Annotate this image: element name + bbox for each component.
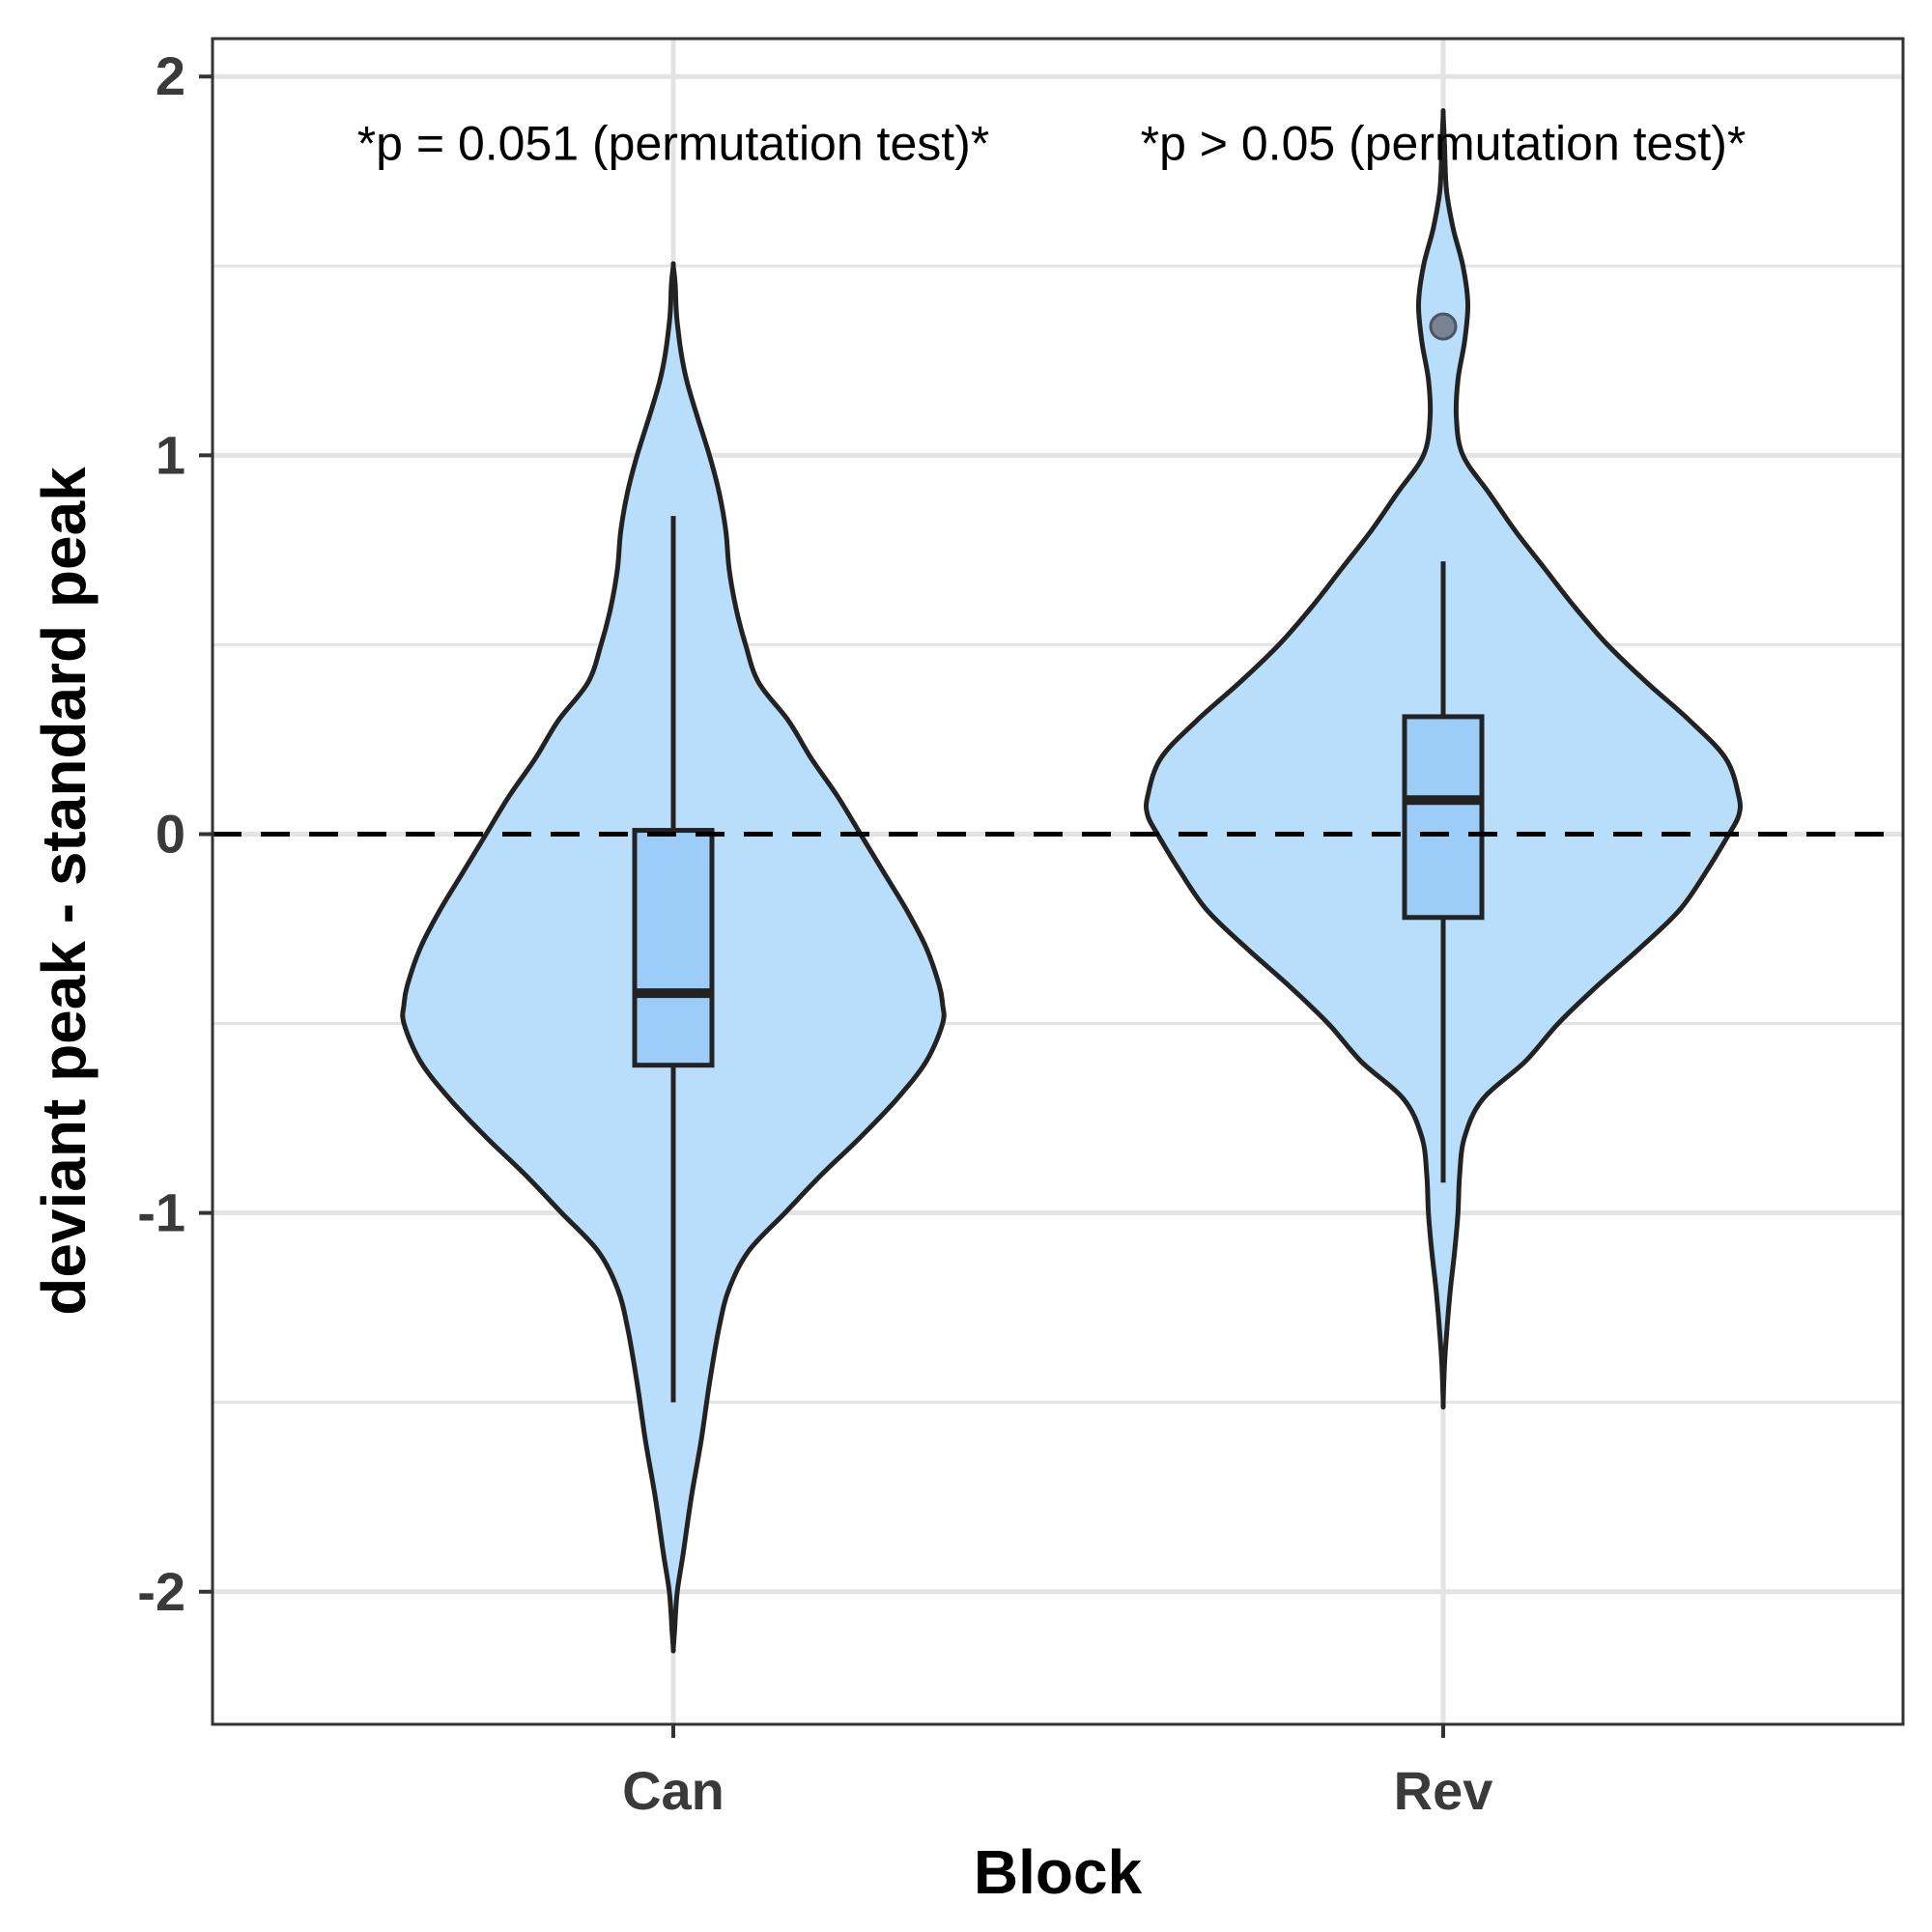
- y-tick-label: -2: [137, 1561, 185, 1622]
- annotations: *p = 0.051 (permutation test)* *p > 0.05 …: [357, 116, 1747, 170]
- y-tick-label: 2: [156, 45, 185, 106]
- annotation-can: *p = 0.051 (permutation test)*: [357, 116, 990, 170]
- x-tick-label-can: Can: [622, 1760, 724, 1821]
- box-rev: [1402, 714, 1485, 921]
- panel-border: [211, 37, 1905, 1726]
- y-axis-title: deviant peak - standard peak: [29, 467, 99, 1316]
- outlier-point-rev: [1429, 312, 1458, 341]
- annotation-rev: *p > 0.05 (permutation test)*: [1141, 116, 1747, 170]
- x-tick-label-rev: Rev: [1394, 1760, 1493, 1821]
- x-axis-title: Block: [974, 1837, 1143, 1907]
- outlier-points: [1429, 312, 1458, 341]
- box-can: [632, 828, 715, 1068]
- y-tick-label: -1: [137, 1182, 185, 1243]
- axes: 2 1 0 -1 -2 Can Rev: [137, 45, 1492, 1821]
- y-tick-label: 0: [156, 803, 185, 864]
- y-tick-label: 1: [156, 424, 185, 485]
- boxplots: [632, 516, 1485, 1403]
